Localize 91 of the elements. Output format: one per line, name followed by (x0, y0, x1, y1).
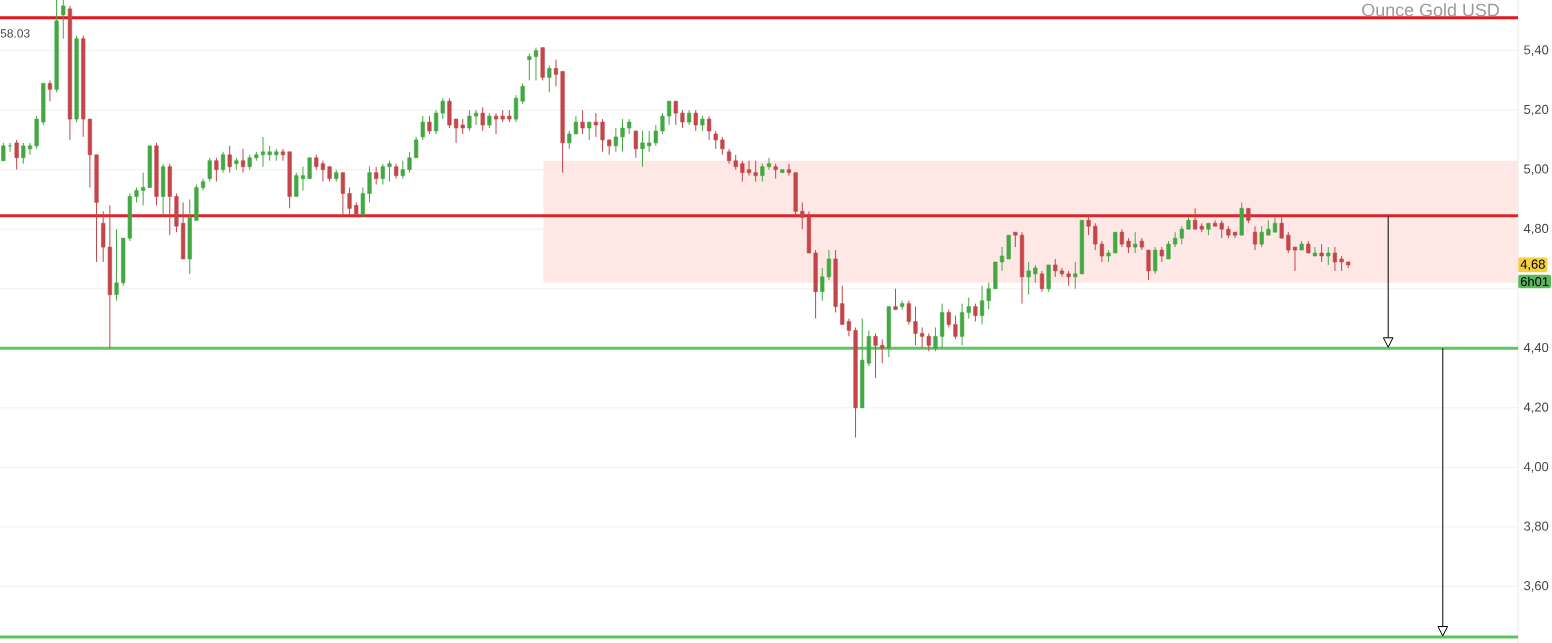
candlestick (214, 157, 219, 183)
y-tick-label: 3,80 (1524, 521, 1549, 533)
candlestick (893, 288, 898, 311)
candlestick (640, 130, 645, 168)
candlestick (880, 338, 885, 364)
candlestick (513, 94, 519, 123)
candlestick (953, 315, 958, 340)
candlestick (367, 166, 372, 203)
candlestick (260, 136, 266, 168)
candlestick (1086, 213, 1091, 236)
candlestick (1252, 225, 1258, 251)
candlestick (414, 136, 419, 159)
text: 6h01 (1520, 276, 1549, 287)
candlestick (7, 142, 13, 153)
candlestick (1153, 246, 1158, 275)
candlestick (533, 47, 539, 81)
y-tick-label: 5,40 (1524, 45, 1549, 56)
candlestick (480, 106, 485, 132)
candlestick (1006, 234, 1011, 260)
candlestick (673, 100, 678, 126)
candlestick (1026, 261, 1031, 296)
candlestick (593, 112, 598, 138)
candlestick (220, 151, 226, 174)
candlestick (1046, 264, 1051, 293)
candlestick (61, 0, 66, 40)
candlestick (21, 142, 26, 165)
candlestick (347, 187, 352, 215)
y-tick-label: 4,00 (1523, 462, 1549, 473)
y-tick-label: 3,60 (1524, 581, 1549, 592)
candlestick (999, 246, 1005, 272)
candlestick (27, 142, 33, 156)
y-tick-label: 4,20 (1523, 402, 1549, 414)
candlestick (633, 130, 638, 159)
candlestick (114, 228, 119, 302)
candlestick (1133, 231, 1138, 254)
candlestick (1279, 216, 1284, 239)
y-tick-label: 5,20 (1524, 104, 1549, 116)
annotation: 4,68 (1520, 259, 1545, 271)
candlestick (693, 109, 698, 132)
candlestick (473, 109, 479, 126)
candlestick (706, 115, 712, 141)
candlestick (547, 64, 552, 93)
candlestick (1113, 231, 1118, 254)
candlestick (786, 163, 792, 177)
candlestick (387, 160, 392, 183)
candlestick (906, 300, 911, 325)
candlestick (307, 157, 312, 180)
candlestick (580, 109, 585, 135)
candlestick (207, 157, 212, 183)
candlestick (913, 306, 918, 346)
annotation: 58.03 (0, 29, 30, 38)
candlestick (600, 118, 605, 153)
candlestick (447, 97, 452, 129)
y-tick-label: 5,00 (1524, 164, 1549, 176)
candlestick (800, 201, 805, 230)
candlestick (667, 100, 672, 126)
candlestick (1332, 246, 1338, 272)
candlestick (520, 82, 525, 105)
candlestick (1146, 249, 1151, 281)
candlestick (1292, 246, 1298, 272)
candlestick (407, 151, 412, 174)
candlestick (420, 115, 425, 141)
candlestick (493, 112, 499, 135)
candlestick (1286, 231, 1291, 254)
candlestick (940, 303, 945, 349)
candlestick (240, 148, 246, 174)
candlestick (1039, 270, 1045, 293)
candlestick (360, 187, 365, 218)
candlestick (753, 160, 758, 183)
candlestick (467, 109, 472, 132)
candlestick (746, 160, 752, 177)
candlestick (620, 118, 625, 153)
candlestick (14, 139, 19, 171)
candlestick (1312, 246, 1318, 257)
candlestick (613, 127, 618, 153)
candlestick (340, 172, 345, 215)
candlestick (227, 145, 232, 174)
chart-title: Ounce Gold USD (1362, 3, 1499, 17)
candlestick (553, 59, 559, 87)
candlestick (280, 148, 286, 162)
candlestick (47, 79, 53, 102)
candlestick (766, 157, 772, 171)
y-tick-label: 4,40 (1523, 342, 1549, 354)
candlestick (873, 332, 878, 379)
y-tick-label: 4,80 (1523, 223, 1549, 235)
candlestick (380, 163, 385, 186)
candlestick (933, 326, 938, 352)
candlestick (527, 53, 532, 81)
candlestick (1259, 225, 1264, 248)
candlestick (740, 160, 745, 183)
candlestick (660, 112, 665, 135)
